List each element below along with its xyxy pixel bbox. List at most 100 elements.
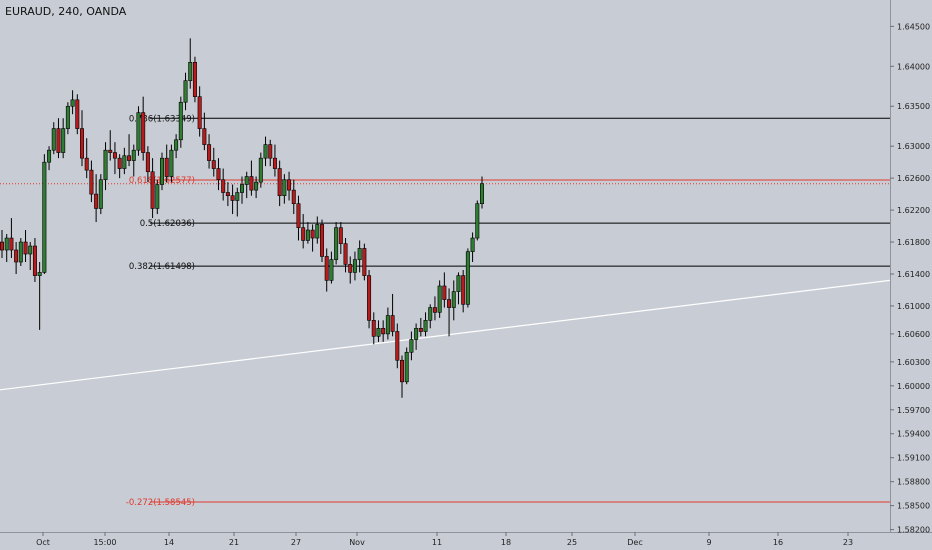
candle[interactable] (418, 317, 423, 337)
candle[interactable] (75, 94, 80, 135)
candle[interactable] (305, 222, 310, 244)
candle[interactable] (423, 312, 428, 337)
candle[interactable] (28, 242, 33, 270)
candle[interactable] (122, 147, 127, 175)
candle[interactable] (352, 251, 357, 281)
price-axis[interactable]: 1.64500 1.64000 1.63500 1.63000 1.62600 1.622… (890, 22, 930, 535)
candle[interactable] (188, 38, 193, 89)
candle[interactable] (192, 56, 197, 103)
candle[interactable] (136, 106, 141, 156)
candle[interactable] (258, 152, 263, 188)
candle[interactable] (169, 144, 174, 183)
candle[interactable] (310, 224, 315, 252)
candle[interactable] (9, 218, 14, 259)
trend-line[interactable] (0, 279, 891, 391)
candle[interactable] (160, 152, 164, 191)
candle[interactable] (141, 96, 146, 161)
candle[interactable] (42, 154, 47, 274)
candle[interactable] (103, 142, 108, 191)
candle[interactable] (390, 293, 395, 337)
candle[interactable] (240, 176, 244, 204)
candle[interactable] (183, 72, 188, 111)
candle[interactable] (84, 138, 89, 179)
candle[interactable] (381, 320, 386, 342)
candle[interactable] (65, 102, 70, 135)
candle[interactable] (235, 187, 240, 217)
candle[interactable] (211, 147, 216, 177)
candle[interactable] (127, 134, 132, 167)
candle[interactable] (94, 174, 99, 223)
candle[interactable] (291, 179, 296, 215)
candle[interactable] (61, 118, 66, 159)
candle[interactable] (461, 269, 466, 313)
candle[interactable] (480, 176, 484, 209)
candle[interactable] (225, 182, 230, 207)
candle[interactable] (428, 304, 433, 329)
candle[interactable] (164, 144, 169, 183)
candle[interactable] (197, 86, 202, 137)
candle[interactable] (80, 110, 84, 167)
time-axis[interactable]: Oct 15:00 14 21 27 Nov 11 18 25 Dec 9 16 23 (36, 532, 853, 547)
candle[interactable] (98, 174, 103, 215)
candle[interactable] (409, 331, 414, 361)
candle[interactable] (371, 312, 376, 345)
candle[interactable] (296, 195, 301, 241)
candle[interactable] (23, 230, 28, 263)
candle[interactable] (338, 222, 343, 255)
candle[interactable] (301, 214, 306, 249)
candle[interactable] (230, 184, 235, 215)
candle[interactable] (272, 144, 277, 177)
candle[interactable] (4, 234, 9, 263)
candle[interactable] (117, 154, 122, 179)
candle[interactable] (465, 248, 470, 308)
candlestick-series[interactable] (0, 38, 484, 398)
candle[interactable] (263, 136, 268, 167)
candle[interactable] (414, 323, 419, 350)
candle[interactable] (282, 174, 287, 204)
candle[interactable] (404, 347, 409, 385)
candle[interactable] (367, 269, 372, 329)
candle[interactable] (221, 168, 226, 201)
candle[interactable] (207, 134, 212, 169)
candle[interactable] (32, 238, 37, 282)
candle[interactable] (18, 238, 23, 266)
candle[interactable] (447, 288, 452, 337)
candle[interactable] (451, 280, 456, 321)
candle[interactable] (456, 272, 461, 305)
candle[interactable] (343, 238, 348, 273)
candle[interactable] (254, 176, 259, 199)
candle[interactable] (357, 240, 362, 273)
candle[interactable] (315, 216, 320, 244)
candle[interactable] (437, 280, 442, 318)
candle[interactable] (216, 158, 221, 191)
candle[interactable] (0, 230, 4, 259)
candle[interactable] (89, 160, 94, 203)
candle[interactable] (145, 146, 150, 183)
candle[interactable] (150, 158, 155, 219)
candle[interactable] (47, 146, 52, 171)
candle[interactable] (329, 251, 334, 284)
candle[interactable] (14, 242, 19, 274)
candle[interactable] (70, 90, 75, 115)
candle[interactable] (51, 122, 56, 155)
candle[interactable] (432, 296, 437, 321)
candle[interactable] (362, 243, 367, 281)
candle[interactable] (112, 142, 117, 175)
candle[interactable] (178, 96, 183, 148)
candle[interactable] (376, 320, 381, 342)
candle[interactable] (320, 219, 324, 263)
candle[interactable] (268, 139, 273, 167)
candle[interactable] (56, 118, 61, 159)
candle[interactable] (442, 272, 447, 308)
candle[interactable] (131, 144, 136, 177)
candle[interactable] (249, 160, 254, 196)
candle[interactable] (470, 232, 475, 263)
candle[interactable] (395, 323, 400, 369)
candle[interactable] (287, 171, 292, 201)
candle[interactable] (202, 112, 207, 151)
candle[interactable] (334, 222, 339, 265)
candle[interactable] (400, 355, 404, 398)
fibonacci-retracement[interactable]: 0.786(1.63349)0.618(1.62577)0.5(1.62036)… (126, 114, 890, 508)
